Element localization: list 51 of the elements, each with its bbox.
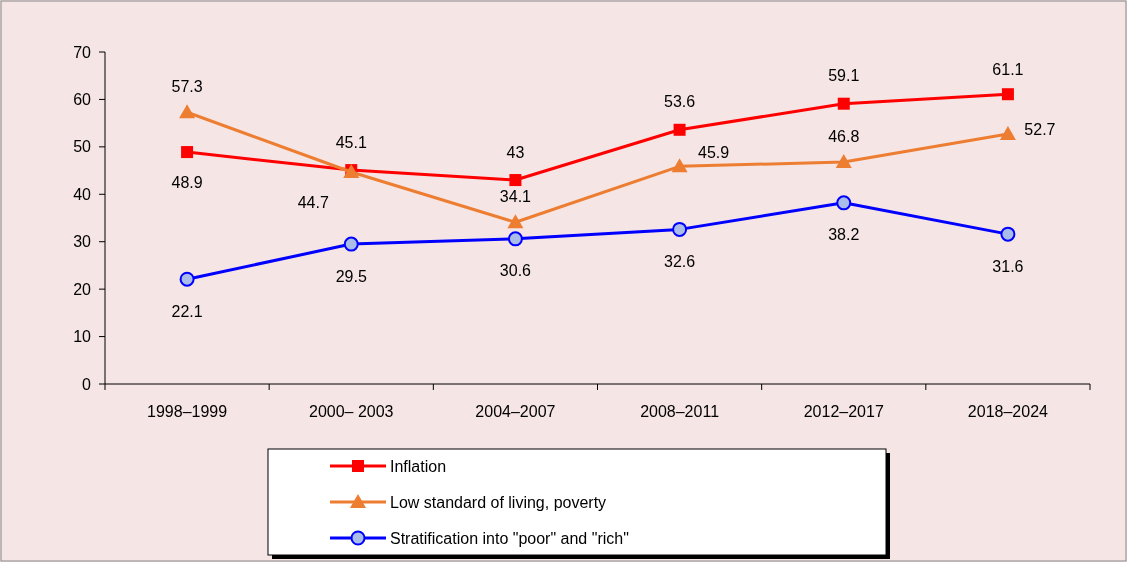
data-label: 31.6 [992, 257, 1024, 275]
data-label: 32.6 [664, 252, 696, 270]
legend-label: Low standard of living, poverty [390, 493, 607, 511]
point [1000, 226, 1016, 242]
x-tick-label: 2000– 2003 [308, 403, 394, 420]
point [181, 146, 194, 159]
point [835, 154, 852, 169]
data-label: 22.1 [171, 302, 203, 320]
data-label: 45.9 [698, 143, 730, 161]
point [1001, 88, 1014, 101]
y-tick-label: 40 [73, 185, 92, 203]
legend-label: Inflation [390, 457, 447, 475]
data-label: 48.9 [171, 173, 203, 191]
y-tick-label: 30 [73, 233, 92, 251]
point [837, 97, 850, 110]
data-label: 30.6 [499, 262, 532, 280]
point [509, 174, 522, 187]
data-label: 29.5 [335, 267, 367, 285]
legend-label: Stratification into "poor" and "rich" [390, 529, 629, 547]
data-label: 53.6 [664, 93, 696, 111]
point [673, 123, 686, 136]
x-tick-label: 2018–2024 [967, 403, 1049, 420]
data-label: 43 [506, 143, 525, 161]
data-label: 34.1 [499, 187, 532, 205]
point [507, 214, 524, 229]
point [672, 221, 688, 237]
point [179, 104, 196, 119]
x-tick-label: 1998–1999 [147, 403, 228, 420]
data-label: 46.8 [828, 127, 860, 145]
data-label: 38.2 [828, 226, 860, 244]
y-tick-label: 70 [73, 43, 92, 61]
data-label: 45.1 [335, 133, 367, 151]
point [507, 231, 523, 247]
x-tick-label: 2008–2011 [640, 403, 720, 420]
point [999, 126, 1016, 141]
y-tick-label: 50 [73, 138, 92, 156]
data-label: 52.7 [1024, 120, 1056, 138]
x-tick-label: 2012–2017 [803, 403, 884, 420]
data-label: 61.1 [992, 60, 1024, 78]
x-tick-label: 2004–2007 [475, 403, 556, 420]
point [343, 236, 359, 252]
y-tick-label: 0 [82, 375, 92, 393]
y-tick-label: 60 [73, 91, 92, 109]
y-tick-label: 10 [73, 328, 92, 346]
point [671, 158, 688, 173]
data-label: 57.3 [171, 77, 203, 95]
point [179, 271, 195, 287]
y-tick-label: 20 [73, 280, 92, 298]
point [836, 195, 852, 211]
data-label: 44.7 [297, 193, 329, 211]
data-label: 59.1 [828, 67, 860, 85]
